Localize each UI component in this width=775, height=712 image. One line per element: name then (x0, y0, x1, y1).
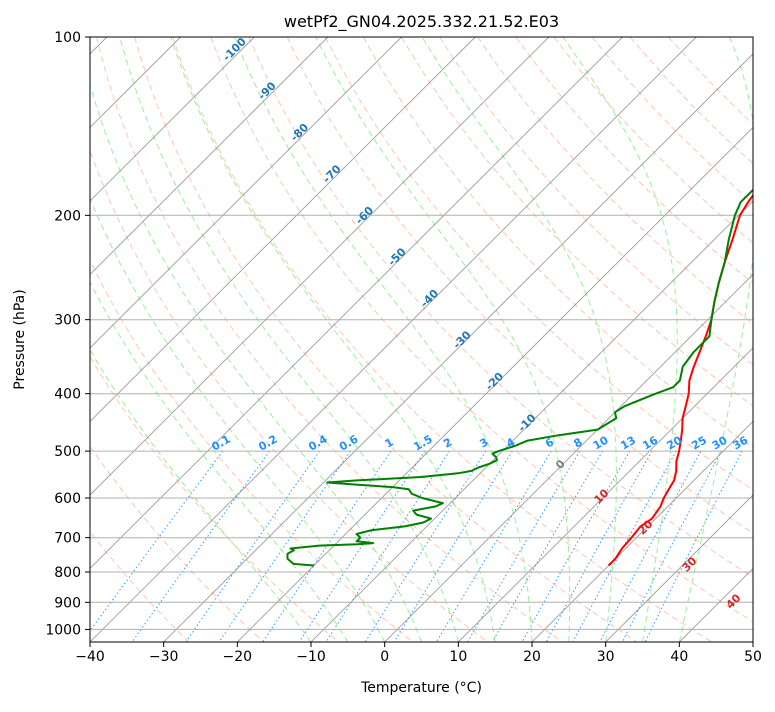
x-tick-label: 40 (670, 649, 688, 665)
x-tick-label: 30 (597, 649, 615, 665)
y-tick-label: 100 (54, 30, 81, 46)
x-tick-label: 10 (449, 649, 467, 665)
y-tick-label: 900 (54, 595, 81, 611)
x-tick-label: −40 (75, 649, 105, 665)
y-tick-label: 500 (54, 444, 81, 460)
x-tick-label: 0 (380, 649, 389, 665)
x-tick-label: 20 (523, 649, 541, 665)
y-tick-label: 800 (54, 565, 81, 581)
y-tick-label: 200 (54, 208, 81, 224)
y-tick-label: 600 (54, 491, 81, 507)
x-tick-label: −10 (296, 649, 326, 665)
x-tick-label: −20 (223, 649, 253, 665)
y-tick-label: 400 (54, 387, 81, 403)
x-tick-label: 50 (744, 649, 762, 665)
x-axis-label: Temperature (°C) (360, 680, 482, 696)
y-axis-label: Pressure (hPa) (12, 289, 28, 389)
y-tick-label: 700 (54, 531, 81, 547)
chart-title: wetPf2_GN04.2025.332.21.52.E03 (284, 12, 559, 32)
y-tick-label: 300 (54, 313, 81, 329)
y-tick-label: 1000 (45, 622, 81, 638)
x-tick-label: −30 (149, 649, 179, 665)
